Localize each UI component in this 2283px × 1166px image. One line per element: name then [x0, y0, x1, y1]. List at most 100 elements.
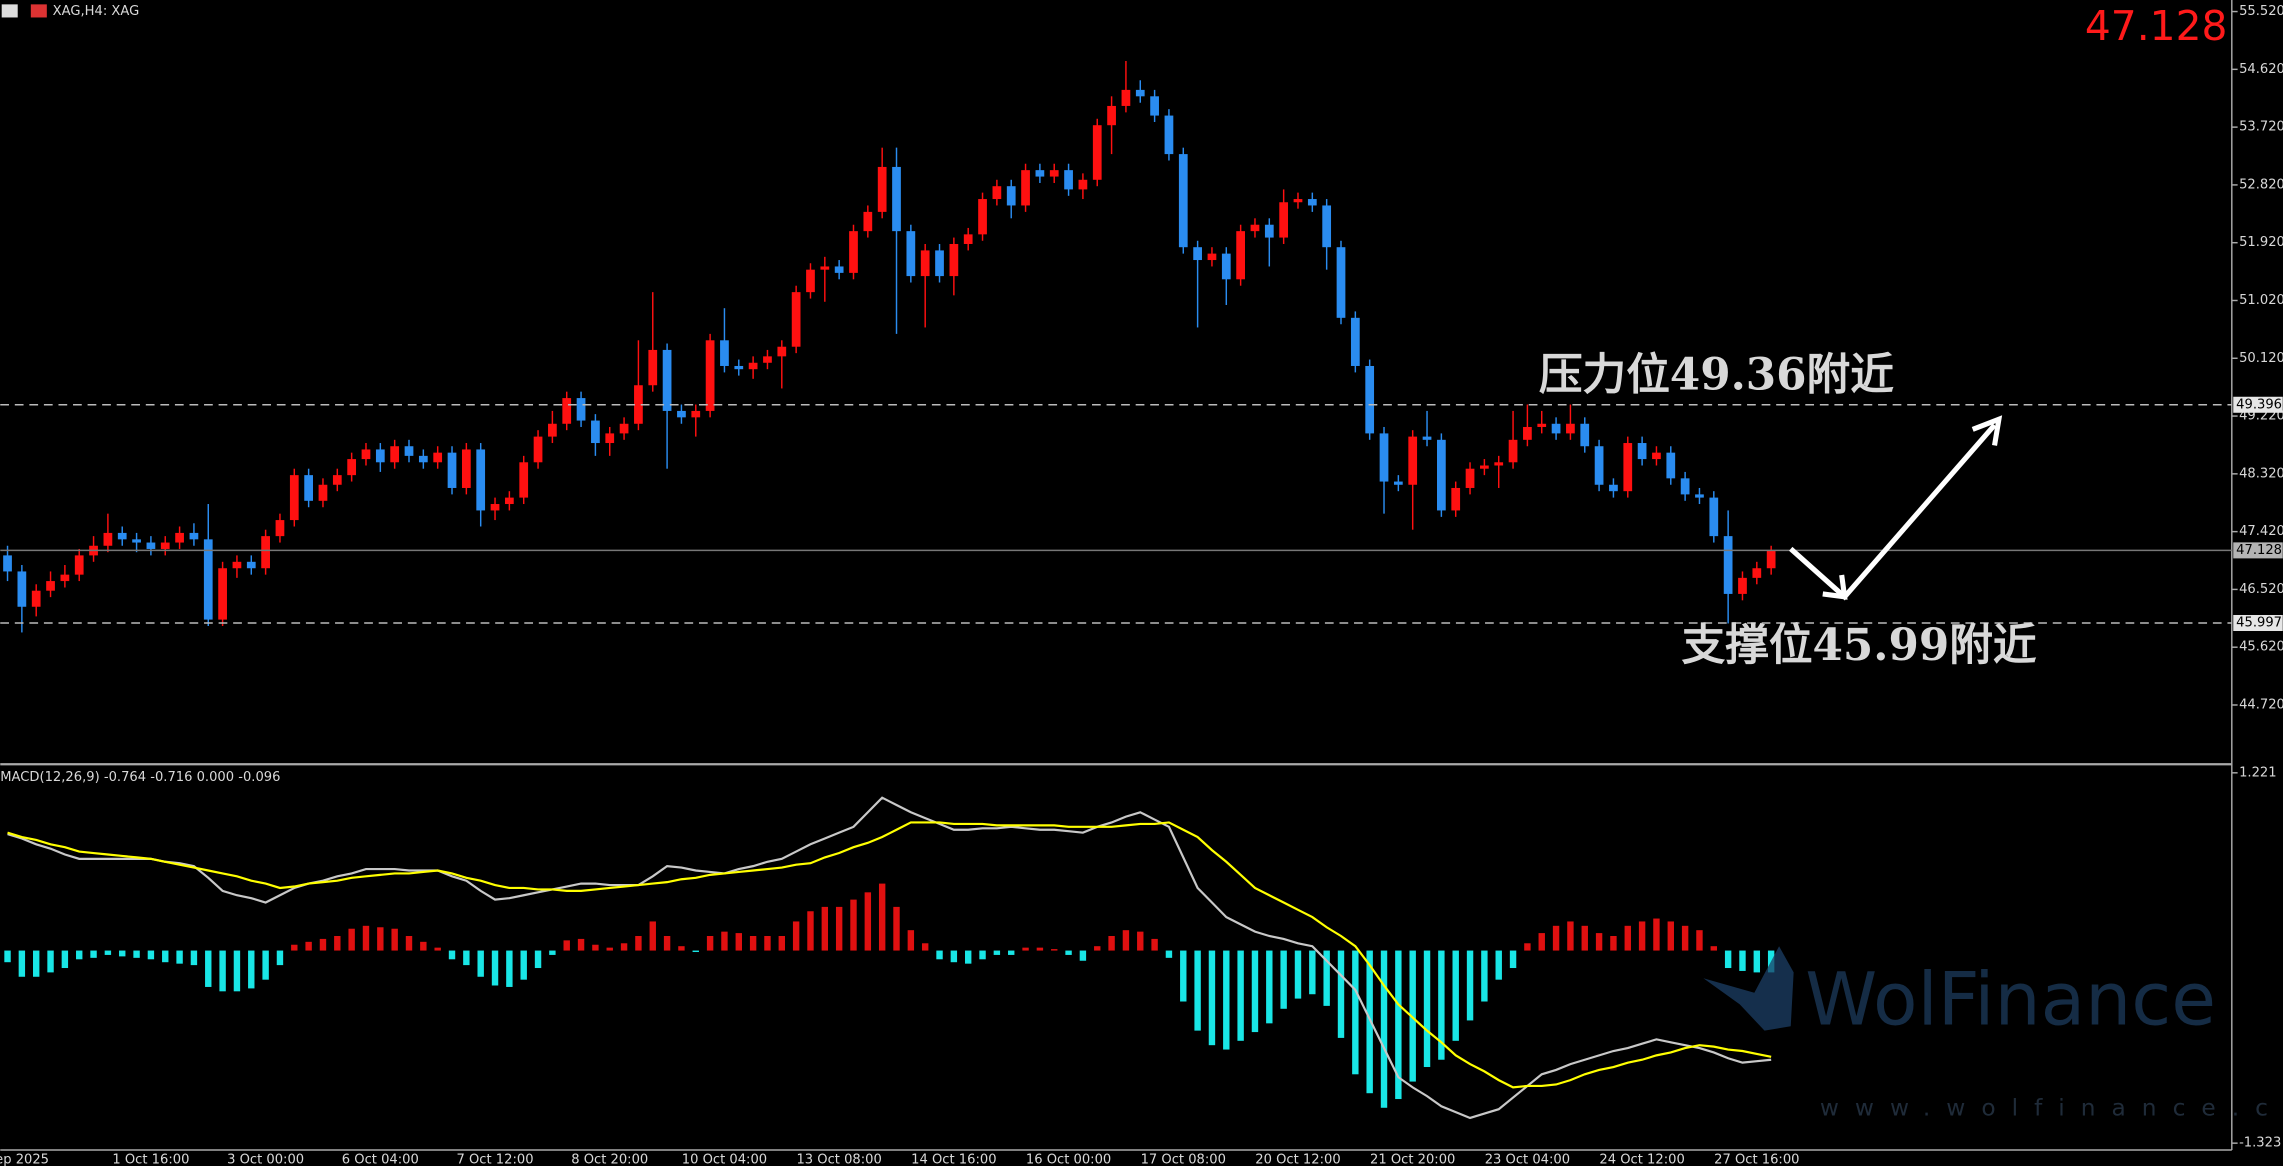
histogram-bar — [964, 950, 972, 964]
candle-body — [1738, 577, 1747, 594]
candle-body — [1480, 465, 1489, 469]
candle-body — [978, 199, 987, 235]
candle-body — [1680, 478, 1690, 495]
candle-body — [1121, 89, 1131, 106]
y-tick-label: 46.520 — [2239, 582, 2283, 597]
histogram-bar — [291, 944, 298, 951]
candle-body — [1322, 205, 1332, 248]
candle-body — [1092, 125, 1102, 180]
y-tick-label: 54.620 — [2239, 62, 2283, 77]
histogram-bar — [864, 892, 872, 951]
candle-body — [332, 475, 342, 485]
candle-body — [1049, 170, 1059, 177]
histogram-bar — [1036, 947, 1044, 951]
histogram-bar — [534, 950, 542, 969]
candle-body — [505, 497, 514, 505]
candle-body — [404, 446, 414, 456]
histogram-bar — [1552, 925, 1560, 951]
histogram-bar — [1538, 933, 1545, 951]
price-tag-label: 47.128 — [2236, 543, 2282, 558]
histogram-bar — [1352, 950, 1359, 1075]
candle-body — [103, 532, 113, 546]
histogram-bar — [104, 950, 112, 955]
candle-body — [1236, 231, 1245, 280]
candle-body — [1035, 170, 1045, 177]
y-tick-label: 50.120 — [2239, 351, 2283, 366]
histogram-bar — [1753, 950, 1761, 973]
candle-body — [1609, 484, 1618, 492]
histogram-bar — [649, 921, 656, 951]
histogram-bar — [1266, 950, 1273, 1024]
candle-body — [834, 266, 844, 273]
candle-body — [1566, 423, 1575, 434]
candle-body — [662, 349, 672, 411]
candle-body — [289, 475, 299, 521]
symbol-icon[interactable] — [30, 4, 47, 18]
candle-body — [1279, 202, 1289, 238]
histogram-bar — [506, 950, 513, 987]
histogram-bar — [1337, 950, 1345, 1038]
candle-body — [261, 536, 270, 569]
histogram-bar — [1280, 950, 1287, 1009]
y-tick-label: 48.320 — [2239, 466, 2283, 481]
candle-body — [1723, 536, 1733, 594]
menu-icon[interactable] — [1, 4, 18, 18]
histogram-bar — [1251, 950, 1259, 1033]
histogram-bar — [305, 941, 312, 951]
candle-body — [734, 365, 744, 370]
candle-body — [877, 166, 887, 212]
x-tick-label: 27 Oct 16:00 — [1714, 1153, 1799, 1166]
histogram-bar — [735, 933, 742, 951]
candle-body — [1164, 115, 1174, 155]
candle-body — [920, 250, 930, 277]
x-tick-label: 8 Oct 20:00 — [571, 1153, 648, 1166]
candle-body — [3, 555, 12, 572]
histogram-bar — [1653, 918, 1660, 951]
candle-body — [175, 532, 184, 543]
histogram-bar — [1595, 933, 1603, 951]
histogram-bar — [1122, 930, 1130, 951]
histogram-bar — [276, 950, 284, 966]
histogram-bar — [850, 899, 857, 951]
histogram-bar — [549, 950, 556, 955]
histogram-bar — [1065, 950, 1072, 955]
watermark-brand: WolFinance — [1805, 957, 2216, 1042]
macd-title: MACD(12,26,9) -0.764 -0.716 0.000 -0.096 — [0, 770, 280, 785]
chart-title: XAG,H4: XAG — [53, 4, 140, 19]
histogram-bar — [1681, 925, 1689, 951]
histogram-bar — [1452, 950, 1459, 1041]
candle-body — [1135, 89, 1145, 97]
histogram-bar — [463, 950, 470, 966]
candle-body — [691, 410, 701, 418]
support-annotation: 支撑位45.99附近 — [1682, 620, 2037, 671]
histogram-bar — [491, 950, 499, 986]
x-tick-label: 17 Oct 08:00 — [1141, 1153, 1226, 1166]
histogram-bar — [1724, 950, 1732, 969]
candle-body — [1523, 426, 1532, 440]
histogram-bar — [1438, 950, 1445, 1060]
histogram-bar — [1137, 931, 1144, 951]
histogram-bar — [377, 927, 384, 951]
x-tick-label: 13 Oct 08:00 — [796, 1153, 881, 1166]
candle-body — [791, 292, 801, 347]
candle-body — [1350, 317, 1360, 366]
histogram-bar — [1079, 950, 1087, 961]
histogram-bar — [921, 943, 929, 951]
histogram-bar — [1180, 950, 1187, 1002]
candle-body — [318, 484, 328, 501]
candle-body — [576, 398, 586, 421]
histogram-bar — [1366, 950, 1373, 1094]
y-tick-label: 45.620 — [2239, 640, 2283, 655]
histogram-bar — [678, 946, 685, 951]
histogram-bar — [907, 930, 915, 951]
candle-body — [1766, 550, 1776, 569]
candle-body — [1379, 433, 1389, 482]
forecast-arrow — [1789, 415, 2003, 601]
candle-body — [1580, 423, 1590, 447]
candle-body — [1594, 446, 1604, 485]
candle-body — [490, 504, 500, 511]
histogram-bar — [835, 906, 843, 951]
candle-body — [548, 423, 557, 437]
